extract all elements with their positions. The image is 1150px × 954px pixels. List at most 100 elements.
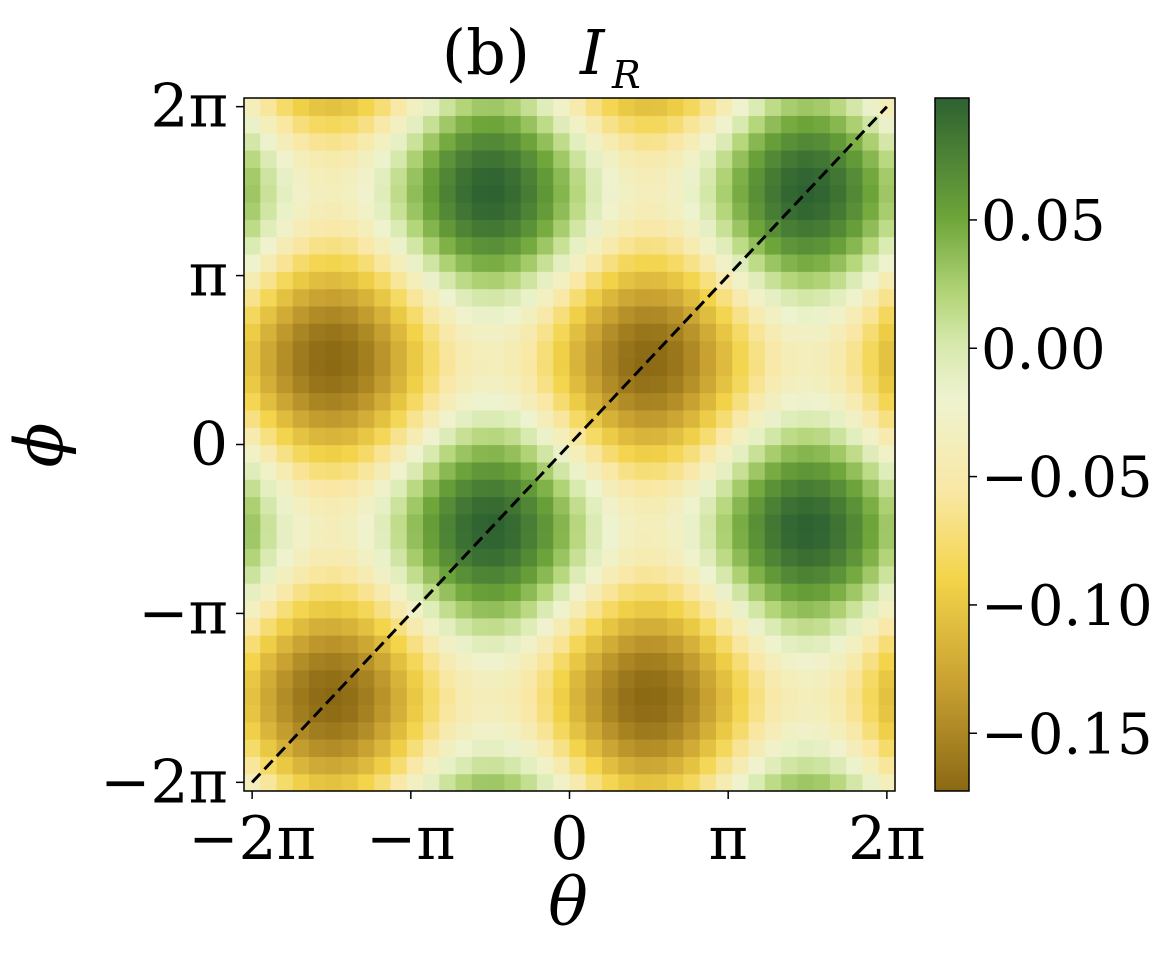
- heatmap-cell: [292, 98, 310, 116]
- heatmap-cell: [520, 687, 538, 705]
- heatmap-cell: [715, 357, 733, 376]
- heatmap-cell: [748, 756, 766, 775]
- heatmap-cell: [471, 427, 489, 446]
- heatmap-cell: [276, 721, 294, 740]
- heatmap-cell: [471, 548, 489, 567]
- heatmap-cell: [553, 288, 571, 307]
- heatmap-cell: [309, 496, 326, 515]
- heatmap-cell: [650, 496, 668, 515]
- heatmap-cell: [748, 687, 766, 705]
- heatmap-cell: [602, 496, 619, 515]
- heatmap-cell: [504, 721, 522, 740]
- heatmap-cell: [862, 479, 880, 498]
- heatmap-cell: [829, 115, 847, 134]
- heatmap-cell: [520, 323, 538, 342]
- heatmap-cell: [406, 565, 424, 584]
- heatmap-cell: [748, 253, 766, 272]
- heatmap-cell: [292, 271, 310, 290]
- heatmap-cell: [520, 115, 538, 134]
- heatmap-cell: [781, 219, 798, 238]
- heatmap-cell: [862, 583, 880, 602]
- heatmap-cell: [504, 271, 522, 290]
- heatmap-cell: [341, 323, 359, 342]
- heatmap-cell: [862, 340, 880, 359]
- heatmap-cell: [341, 115, 359, 134]
- heatmap-cell: [585, 357, 603, 376]
- heatmap-cell: [878, 704, 896, 723]
- heatmap-cell: [423, 323, 440, 342]
- heatmap-cell: [715, 149, 733, 168]
- heatmap-cell: [292, 184, 310, 203]
- heatmap-cell: [650, 548, 668, 567]
- heatmap-cell: [553, 184, 571, 203]
- heatmap-cell: [439, 461, 457, 480]
- heatmap-cell: [455, 565, 473, 584]
- heatmap-cell: [813, 444, 831, 463]
- heatmap-cell: [423, 721, 440, 740]
- heatmap-cell: [764, 548, 782, 567]
- heatmap-cell: [797, 219, 815, 238]
- heatmap-cell: [439, 669, 457, 688]
- heatmap-cell: [797, 513, 815, 532]
- heatmap-cell: [406, 669, 424, 688]
- heatmap-cell: [292, 635, 310, 654]
- heatmap-cell: [813, 479, 831, 498]
- heatmap-cell: [813, 600, 831, 619]
- heatmap-cell: [553, 167, 571, 186]
- heatmap-cell: [715, 583, 733, 602]
- heatmap-cell: [797, 167, 815, 186]
- heatmap-cell: [797, 323, 815, 342]
- heatmap-cell: [244, 617, 261, 636]
- heatmap-cell: [846, 253, 864, 272]
- heatmap-cell: [650, 392, 668, 411]
- heatmap-cell: [618, 756, 636, 775]
- heatmap-cell: [829, 288, 847, 307]
- heatmap-cell: [536, 201, 554, 220]
- heatmap-cell: [488, 271, 506, 290]
- heatmap-cell: [309, 271, 326, 290]
- heatmap-cell: [732, 600, 750, 619]
- heatmap-cell: [374, 773, 392, 792]
- heatmap-cell: [553, 305, 571, 324]
- heatmap-cell: [374, 444, 392, 463]
- heatmap-cell: [536, 132, 554, 151]
- heatmap-cell: [618, 340, 636, 359]
- heatmap-cell: [520, 236, 538, 255]
- heatmap-cell: [520, 461, 538, 480]
- heatmap-cell: [471, 271, 489, 290]
- x-tick-label: 2π: [848, 804, 926, 874]
- heatmap-cell: [260, 444, 278, 463]
- heatmap-cell: [667, 444, 685, 463]
- heatmap-cell: [553, 271, 571, 290]
- heatmap-cell: [520, 617, 538, 636]
- heatmap-cell: [748, 98, 766, 116]
- heatmap-cell: [618, 271, 636, 290]
- heatmap-cell: [406, 98, 424, 116]
- heatmap-cell: [569, 583, 587, 602]
- heatmap-cell: [699, 253, 717, 272]
- heatmap-cell: [878, 531, 896, 550]
- heatmap-cell: [813, 271, 831, 290]
- heatmap-cell: [683, 340, 701, 359]
- heatmap-cell: [309, 721, 326, 740]
- heatmap-cell: [634, 583, 652, 602]
- heatmap-cell: [488, 479, 506, 498]
- heatmap-cell: [846, 565, 864, 584]
- heatmap-cell: [520, 184, 538, 203]
- heatmap-cell: [520, 756, 538, 775]
- heatmap-cell: [244, 149, 261, 168]
- heatmap-cell: [634, 635, 652, 654]
- heatmap-cell: [862, 669, 880, 688]
- heatmap-cell: [862, 565, 880, 584]
- heatmap-cell: [699, 739, 717, 757]
- heatmap-cell: [325, 444, 343, 463]
- heatmap-cell: [878, 305, 896, 324]
- heatmap-cell: [423, 687, 440, 705]
- heatmap-cell: [781, 756, 798, 775]
- heatmap-cell: [618, 687, 636, 705]
- heatmap-cell: [325, 253, 343, 272]
- heatmap-cell: [276, 669, 294, 688]
- heatmap-cell: [536, 479, 554, 498]
- heatmap-cell: [813, 513, 831, 532]
- heatmap-cell: [504, 392, 522, 411]
